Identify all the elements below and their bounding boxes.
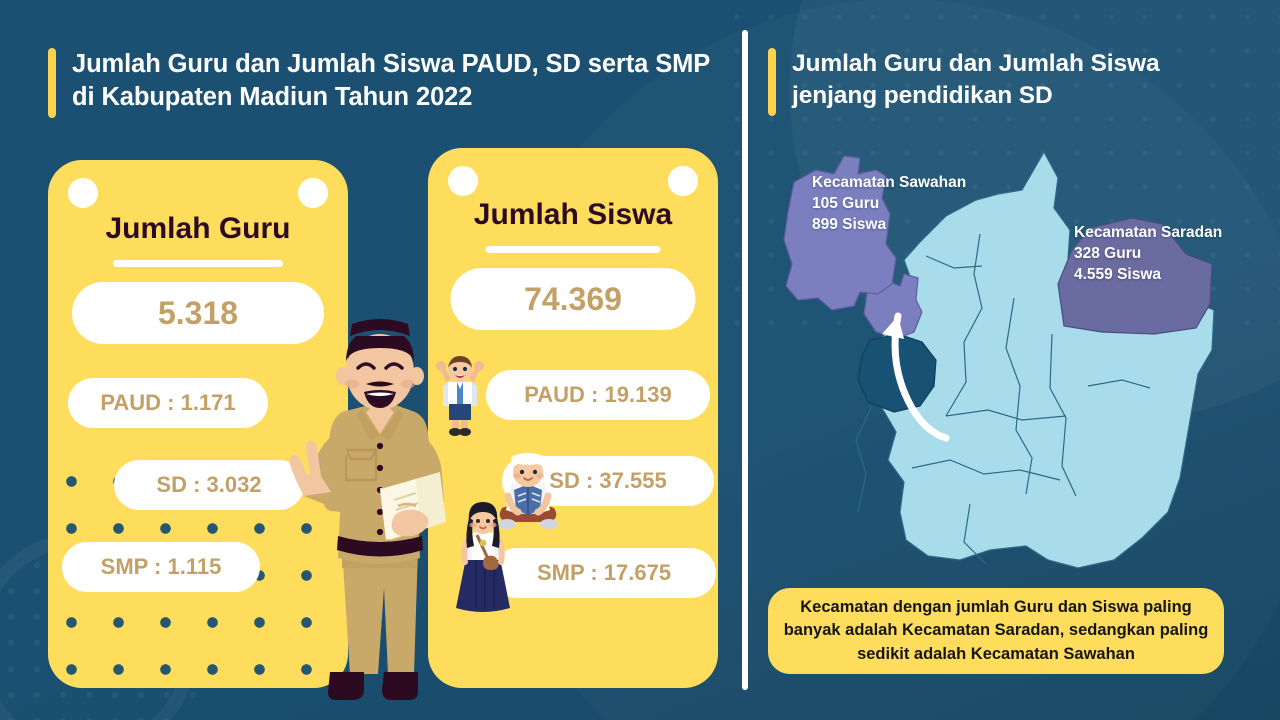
- map-regions: [783, 150, 1215, 569]
- card-punch-hole-right: [668, 166, 698, 196]
- map-label-saradan-guru: 328 Guru: [1074, 245, 1142, 263]
- card-siswa-title: Jumlah Siswa: [473, 198, 673, 231]
- teacher-figure-icon: [289, 319, 446, 700]
- left-title-text: Jumlah Guru dan Jumlah Siswa PAUD, SD se…: [72, 50, 710, 112]
- student-sd-icon: [498, 453, 558, 529]
- card-punch-hole-left: [448, 166, 478, 196]
- map-label-saradan-siswa: 4.559 Siswa: [1074, 266, 1162, 284]
- student-smp-icon: [456, 502, 510, 612]
- summary-note: Kecamatan dengan jumlah Guru dan Siswa p…: [768, 588, 1224, 674]
- vertical-divider: [742, 30, 748, 690]
- right-title-text: Jumlah Guru dan Jumlah Siswa jenjang pen…: [792, 50, 1160, 109]
- map-pointer-arrow: [882, 312, 950, 442]
- map-region-saradan: [1057, 217, 1213, 335]
- card-guru-underline: [113, 260, 283, 267]
- left-title-block: Jumlah Guru dan Jumlah Siswa PAUD, SD se…: [48, 48, 728, 118]
- card-siswa-paud: PAUD : 19.139: [486, 370, 710, 420]
- map-label-sawahan-guru: 105 Guru: [812, 195, 880, 213]
- map-label-sawahan-siswa: 899 Siswa: [812, 216, 887, 234]
- right-title-block: Jumlah Guru dan Jumlah Siswa jenjang pen…: [768, 48, 1228, 116]
- map-label-saradan-name: Kecamatan Saradan: [1074, 224, 1223, 241]
- card-punch-hole-left: [68, 178, 98, 208]
- right-title-accent-bar: [768, 48, 776, 116]
- map-internal-borders: [855, 233, 1151, 565]
- map-label-sawahan: Kecamatan Sawahan 105 Guru 899 Siswa: [812, 172, 966, 235]
- card-siswa-smp: SMP : 17.675: [492, 548, 716, 598]
- map-label-sawahan-name: Kecamatan Sawahan: [812, 174, 967, 191]
- map-label-saradan: Kecamatan Saradan 328 Guru 4.559 Siswa: [1074, 222, 1222, 285]
- map-inset-sawahan: [783, 155, 897, 311]
- madiun-district-map: [752, 138, 1264, 574]
- card-guru-paud: PAUD : 1.171: [68, 378, 268, 428]
- map-svg: [783, 150, 1215, 569]
- left-title-accent-bar: [48, 48, 56, 118]
- student-paud-icon: [436, 356, 484, 436]
- card-guru-title: Jumlah Guru: [105, 212, 291, 245]
- card-siswa-total: 74.369: [450, 268, 696, 330]
- card-guru-total: 5.318: [72, 282, 324, 344]
- card-guru-sd: SD : 3.032: [114, 460, 304, 510]
- card-siswa-underline: [485, 246, 661, 253]
- card-jumlah-siswa: Jumlah Siswa 74.369 PAUD : 19.139 SD : 3…: [428, 148, 718, 688]
- card-guru-smp: SMP : 1.115: [62, 542, 260, 592]
- card-punch-hole-right: [298, 178, 328, 208]
